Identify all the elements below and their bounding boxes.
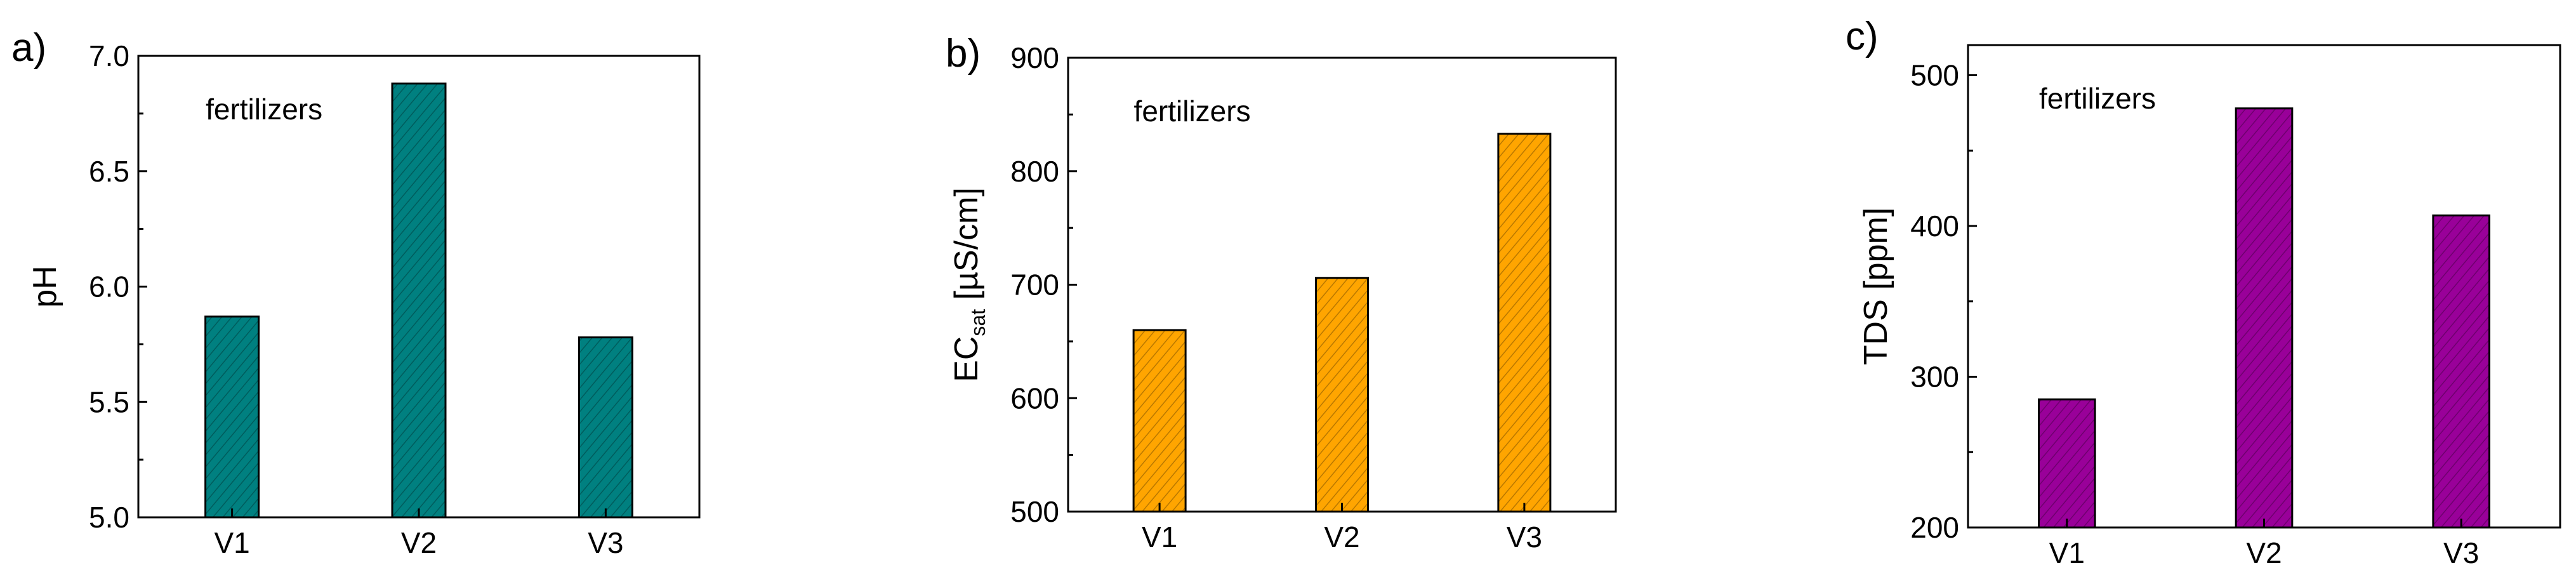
panel-letter: a) bbox=[11, 26, 46, 70]
x-tick-label: V1 bbox=[1142, 521, 1177, 554]
y-tick-label: 6.0 bbox=[89, 270, 129, 303]
x-tick-label: V3 bbox=[588, 526, 623, 559]
panel-letter: b) bbox=[946, 32, 981, 76]
y-tick-label: 600 bbox=[1010, 381, 1059, 415]
y-tick-label: 6.5 bbox=[89, 155, 129, 188]
bar-v2 bbox=[1315, 277, 1369, 513]
bar-v3 bbox=[2432, 214, 2491, 529]
chart-panel-3: 200 300 400 500 V1 V2 V3 c) fertilizers TDS [ppm] bbox=[1846, 15, 2561, 569]
chart-panel-2: 500 600 700 800 900 V1 V2 V3 b) fertilizers ECsat … bbox=[946, 32, 1617, 554]
y-axis-label: pH bbox=[27, 265, 63, 307]
y-tick-label: 500 bbox=[1010, 495, 1059, 528]
x-tick-label: V2 bbox=[2246, 536, 2282, 569]
x-tick-label: V2 bbox=[401, 526, 437, 559]
y-axis-label: TDS [ppm] bbox=[1858, 208, 1894, 366]
x-tick-label: V1 bbox=[2049, 536, 2085, 569]
bar-v2 bbox=[391, 83, 447, 519]
bar-v1 bbox=[1132, 329, 1187, 513]
bar-v3 bbox=[1497, 133, 1552, 513]
annotation-label: fertilizers bbox=[206, 93, 322, 126]
annotation-label: fertilizers bbox=[1134, 95, 1251, 128]
y-tick-label: 5.5 bbox=[89, 385, 129, 418]
x-tick-label: V2 bbox=[1324, 521, 1359, 554]
x-tick-label: V3 bbox=[2443, 536, 2479, 569]
bar-v2 bbox=[2235, 107, 2294, 529]
y-axis-label: ECsat [µS/cm] bbox=[948, 187, 989, 382]
x-tick-label: V1 bbox=[214, 526, 249, 559]
y-tick-label: 7.0 bbox=[89, 39, 129, 72]
y-tick-label: 500 bbox=[1910, 59, 1959, 92]
x-tick-label: V3 bbox=[1507, 521, 1542, 554]
bar-v3 bbox=[578, 336, 633, 519]
y-tick-label: 900 bbox=[1010, 41, 1059, 74]
y-tick-label: 5.0 bbox=[89, 501, 129, 534]
bar-v1 bbox=[204, 315, 260, 519]
chart-panel-1: 5.0 5.5 6.0 6.5 7.0 V1 V2 V3 a) fertilizers pH bbox=[11, 26, 701, 559]
annotation-label: fertilizers bbox=[2039, 82, 2156, 115]
y-tick-label: 700 bbox=[1010, 269, 1059, 302]
y-tick-label: 400 bbox=[1910, 209, 1959, 242]
y-tick-label: 300 bbox=[1910, 361, 1959, 394]
y-tick-label: 800 bbox=[1010, 155, 1059, 188]
bar-v1 bbox=[2037, 398, 2096, 529]
y-tick-label: 200 bbox=[1910, 511, 1959, 544]
panel-letter: c) bbox=[1846, 15, 1879, 58]
